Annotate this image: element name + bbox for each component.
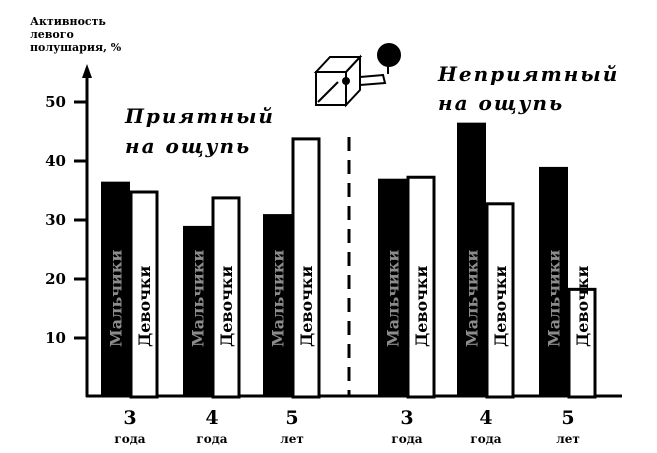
y-tick-label: 20 (45, 270, 66, 288)
group-label-pleasant-line2: на ощупь (125, 134, 251, 158)
x-category-number: 4 (205, 407, 218, 429)
bar-label-boys: Мальчики (107, 250, 126, 347)
bar-label-girls: Девочки (297, 266, 316, 347)
bar-girls (129, 190, 159, 399)
bar-label-girls: Девочки (217, 266, 236, 347)
bar-label-girls: Девочки (491, 266, 510, 347)
y-axis-label-line3: полушария, % (30, 41, 122, 54)
y-tick-label: 50 (45, 93, 66, 111)
y-axis-label-line1: Активность (30, 15, 106, 28)
group-label-pleasant-line1: Приятный (124, 104, 275, 128)
x-category-number: 3 (123, 407, 136, 429)
x-category-number: 3 (400, 407, 413, 429)
bar-label-girls: Девочки (573, 266, 592, 347)
bar-girls (406, 175, 436, 399)
x-category-number: 4 (479, 407, 492, 429)
bar-label-boys: Мальчики (384, 250, 403, 347)
y-tick-label: 10 (45, 329, 66, 347)
bar-boys (263, 214, 292, 397)
x-category-unit: года (391, 432, 422, 446)
bar-label-girls: Девочки (412, 266, 431, 347)
box-with-hand-illustration (313, 43, 401, 108)
y-axis-label-line2: левого (30, 28, 74, 41)
bar-label-boys: Мальчики (463, 250, 482, 347)
y-axis-arrow-icon (82, 64, 92, 78)
bar-boys (457, 122, 486, 398)
group-label-unpleasant-line1: Неприятный (437, 62, 619, 86)
bar-girls (485, 202, 515, 399)
x-category-number: 5 (285, 407, 298, 429)
x-category-unit: года (196, 432, 227, 446)
bar-boys (101, 181, 130, 397)
x-category-unit: года (114, 432, 145, 446)
bar-boys (183, 225, 212, 397)
bar-label-boys: Мальчики (189, 250, 208, 347)
bar-girls (567, 287, 597, 399)
bar-girls (291, 137, 321, 399)
y-tick-label: 30 (45, 211, 66, 229)
x-category-unit: лет (556, 432, 580, 446)
x-category-unit: лет (280, 432, 304, 446)
bar-girls (211, 196, 241, 399)
x-category-unit: года (470, 432, 501, 446)
group-label-unpleasant-line2: на ощупь (438, 91, 564, 115)
x-category-number: 5 (561, 407, 574, 429)
bar-boys (378, 178, 407, 397)
bar-label-girls: Девочки (135, 266, 154, 347)
bar-label-boys: Мальчики (545, 250, 564, 347)
bar-label-boys: Мальчики (269, 250, 288, 347)
y-tick-label: 40 (45, 152, 66, 170)
bar-boys (539, 166, 568, 397)
